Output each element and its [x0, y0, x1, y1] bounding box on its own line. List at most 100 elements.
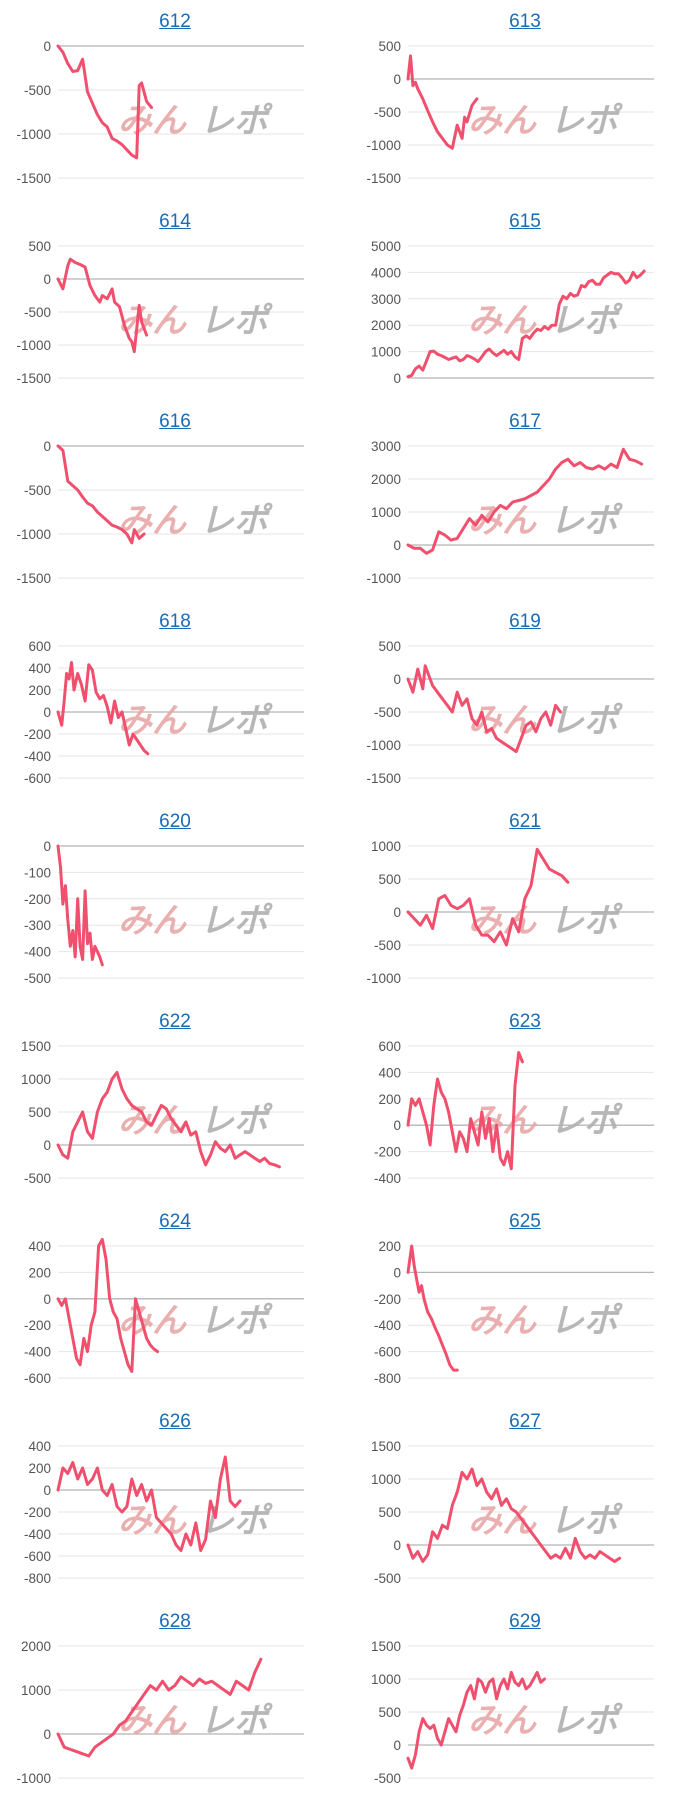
watermark-right-text: レポ [550, 701, 623, 741]
chart-panel-616: 616 0 -500 -1000 -1500 みん レポ [0, 400, 350, 600]
y-tick-label: 0 [393, 905, 401, 920]
chart-panel-615: 615 5000 4000 3000 2000 1000 0 みん レポ [350, 200, 700, 400]
watermark-right-text: レポ [200, 901, 273, 941]
chart-title-link[interactable]: 616 [159, 411, 191, 432]
chart-panel-621: 621 1000 500 0 -500 -1000 みん レポ [350, 800, 700, 1000]
y-tick-label: 400 [28, 1439, 51, 1454]
chart-title-link[interactable]: 629 [509, 1611, 541, 1632]
watermark-right-text: レポ [200, 1701, 273, 1741]
chart-title-link[interactable]: 622 [159, 1011, 191, 1032]
y-tick-label: -400 [24, 945, 51, 960]
line-chart: 1500 1000 500 0 -500 みん レポ [371, 1639, 654, 1786]
chart-title-link[interactable]: 621 [509, 811, 541, 832]
chart-title-link[interactable]: 612 [159, 11, 191, 32]
y-tick-label: 2000 [371, 472, 401, 487]
chart-panel-612: 612 0 -500 -1000 -1500 みん レポ [0, 0, 350, 200]
watermark-logo: みん レポ [468, 1301, 623, 1341]
y-tick-label: 200 [378, 1092, 401, 1107]
y-tick-label: 4000 [371, 265, 401, 280]
y-tick-label: -1000 [16, 338, 51, 353]
chart-title-link[interactable]: 620 [159, 811, 191, 832]
watermark-right-text: レポ [550, 501, 623, 541]
y-tick-label: 500 [378, 1505, 401, 1520]
y-tick-label: -1500 [16, 371, 51, 386]
y-tick-label: 0 [43, 272, 51, 287]
y-tick-label: 1000 [21, 1683, 51, 1698]
line-chart: 600 400 200 0 -200 -400 みん レポ [374, 1039, 654, 1186]
watermark-logo: みん レポ [118, 701, 273, 741]
y-tick-label: 0 [393, 1118, 401, 1133]
watermark-logo: みん レポ [468, 1101, 623, 1141]
series-line [56, 1070, 281, 1169]
y-tick-label: 200 [28, 683, 51, 698]
series-line [406, 1670, 546, 1770]
watermark-logo: みん レポ [118, 1301, 273, 1341]
chart-panel-626: 626 400 200 0 -200 -400 -600 -800 みん レポ [0, 1400, 350, 1600]
chart-title-link[interactable]: 619 [509, 611, 541, 632]
watermark-logo: みん レポ [468, 701, 623, 741]
watermark-left-text: みん [118, 501, 187, 541]
y-tick-label: 200 [378, 1239, 401, 1254]
watermark-logo: みん レポ [468, 1501, 623, 1541]
y-tick-label: 1000 [371, 345, 401, 360]
y-tick-label: -300 [24, 918, 51, 933]
y-tick-label: 0 [43, 705, 51, 720]
chart-title-link[interactable]: 613 [509, 11, 541, 32]
chart-panel-613: 613 500 0 -500 -1000 -1500 みん レポ [350, 0, 700, 200]
chart-title-link[interactable]: 624 [159, 1211, 191, 1232]
y-tick-label: -600 [24, 1549, 51, 1564]
y-tick-label: -500 [374, 1771, 401, 1786]
y-tick-label: -1500 [16, 571, 51, 586]
series-line [406, 1244, 459, 1372]
y-tick-label: -1000 [366, 971, 401, 986]
chart-panel-627: 627 1500 1000 500 0 -500 みん レポ [350, 1400, 700, 1600]
line-chart: 0 -500 -1000 -1500 みん レポ [16, 39, 304, 186]
chart-title-link[interactable]: 615 [509, 211, 541, 232]
watermark-logo: みん レポ [118, 1701, 273, 1741]
watermark-right-text: レポ [200, 1301, 273, 1341]
y-tick-label: -1500 [16, 171, 51, 186]
chart-title-link[interactable]: 618 [159, 611, 191, 632]
y-tick-label: 1000 [371, 839, 401, 854]
y-tick-label: 0 [393, 371, 401, 386]
y-tick-label: -600 [24, 771, 51, 786]
y-tick-label: -1500 [366, 171, 401, 186]
line-chart: 500 0 -500 -1000 -1500 みん レポ [16, 239, 304, 386]
line-chart: 0 -500 -1000 -1500 みん レポ [16, 439, 304, 586]
watermark-logo: みん レポ [468, 1701, 623, 1741]
chart-title-link[interactable]: 626 [159, 1411, 191, 1432]
chart-title-link[interactable]: 617 [509, 411, 541, 432]
line-chart: 2000 1000 0 -1000 みん レポ [16, 1639, 304, 1786]
chart-title-link[interactable]: 627 [509, 1411, 541, 1432]
y-tick-label: 500 [378, 1705, 401, 1720]
y-tick-label: 0 [393, 1738, 401, 1753]
watermark-left-text: みん [468, 1701, 537, 1741]
y-tick-label: -400 [374, 1318, 401, 1333]
y-tick-label: -400 [24, 1345, 51, 1360]
chart-title-link[interactable]: 614 [159, 211, 191, 232]
y-tick-label: -400 [374, 1171, 401, 1186]
line-chart: 400 200 0 -200 -400 -600 -800 みん レポ [24, 1439, 304, 1586]
chart-panel-620: 620 0 -100 -200 -300 -400 -500 みん レポ [0, 800, 350, 1000]
watermark-right-text: レポ [550, 1301, 623, 1341]
watermark-right-text: レポ [200, 1101, 273, 1141]
y-tick-label: -200 [24, 1505, 51, 1520]
y-tick-label: 400 [28, 1239, 51, 1254]
chart-panel-614: 614 500 0 -500 -1000 -1500 みん レポ [0, 200, 350, 400]
y-tick-label: 500 [28, 1105, 51, 1120]
chart-title-link[interactable]: 625 [509, 1211, 541, 1232]
watermark-left-text: みん [468, 1501, 537, 1541]
series-line [56, 1237, 160, 1373]
y-tick-label: -200 [24, 727, 51, 742]
y-tick-label: -500 [374, 105, 401, 120]
watermark-right-text: レポ [550, 1101, 623, 1141]
y-tick-label: -200 [24, 892, 51, 907]
chart-title-link[interactable]: 628 [159, 1611, 191, 1632]
watermark-left-text: みん [118, 901, 187, 941]
watermark-right-text: レポ [550, 1701, 623, 1741]
watermark-right-text: レポ [550, 101, 623, 141]
y-tick-label: 0 [393, 72, 401, 87]
y-tick-label: 0 [43, 39, 51, 54]
chart-title-link[interactable]: 623 [509, 1011, 541, 1032]
